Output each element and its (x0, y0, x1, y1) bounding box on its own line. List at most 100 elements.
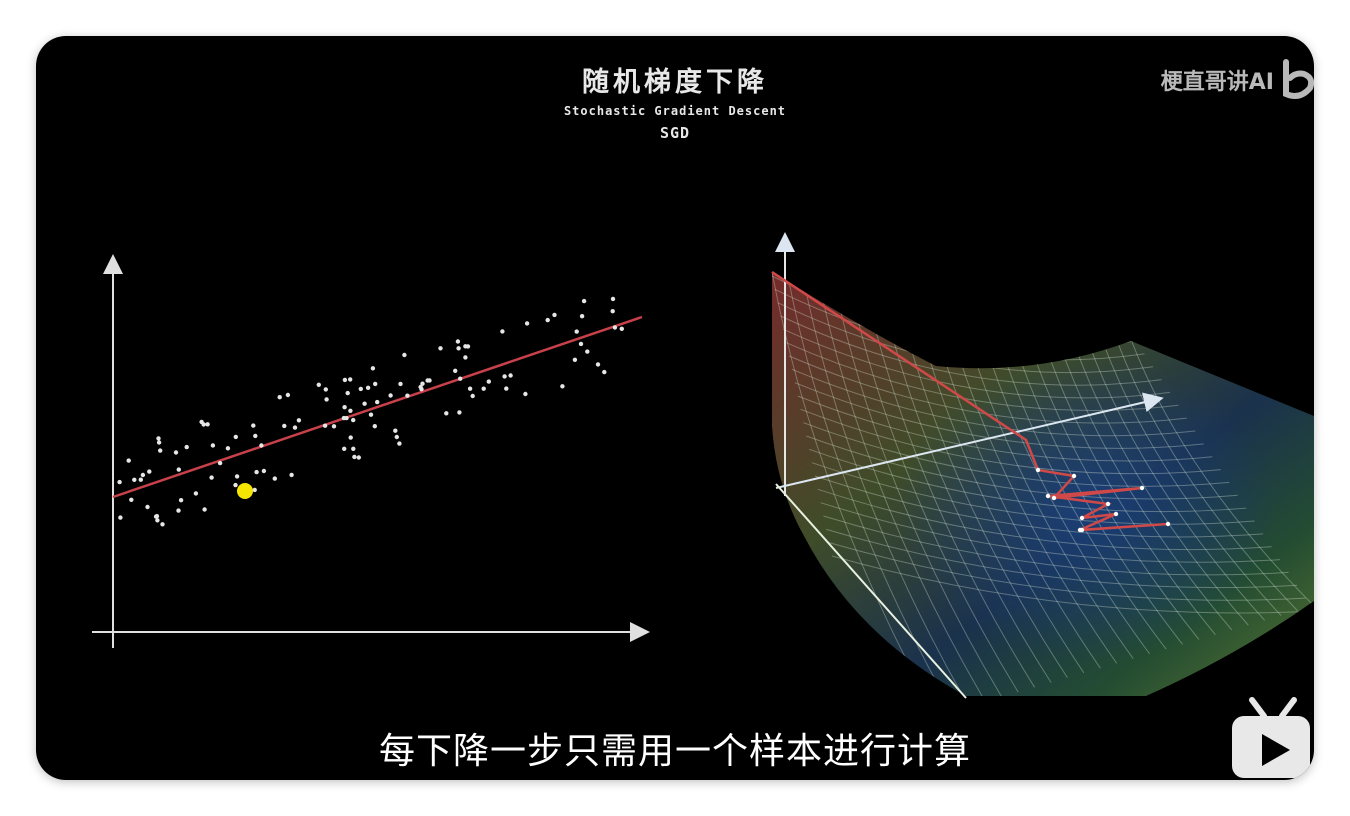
scatter-point (523, 391, 528, 397)
scatter-point (285, 392, 291, 398)
scatter-point (388, 393, 393, 398)
scatter-point (467, 386, 473, 391)
scatter-point (602, 369, 607, 375)
scatter-point (155, 518, 160, 523)
grid-line (820, 502, 1281, 563)
grid-line (1053, 326, 1233, 631)
scatter-point (324, 397, 329, 402)
grid-line (806, 435, 1238, 500)
scatter-point (372, 424, 377, 429)
grid-line (817, 488, 1272, 551)
grid-line (1131, 341, 1314, 607)
grid-line (823, 515, 1289, 576)
scatter-point (156, 440, 162, 445)
scatter-point (370, 366, 376, 371)
scatter-point (612, 325, 618, 330)
grid-line (783, 328, 1170, 399)
scatter-point (184, 444, 189, 450)
scatter-point (348, 408, 353, 413)
scatter-point (176, 508, 181, 513)
grid-line (808, 448, 1247, 513)
scatter-point (160, 522, 165, 527)
scatter-point (358, 386, 363, 392)
scatter-point (289, 472, 294, 478)
scatter-point (398, 381, 403, 387)
descent-point (1139, 485, 1145, 491)
grid-line (791, 368, 1196, 437)
grid-line (1037, 323, 1216, 636)
grid-line (818, 281, 986, 696)
scatter-point (560, 384, 565, 389)
scatter-point (373, 381, 378, 387)
scatter-point (368, 412, 374, 417)
scatter-point (438, 346, 443, 351)
scatter-point (117, 479, 122, 485)
scatter-point (579, 314, 585, 319)
scatter-point (351, 417, 356, 423)
scatter-point (202, 507, 207, 512)
scatter-point (129, 497, 134, 502)
scatter-point (233, 434, 238, 440)
grid-line (1084, 332, 1266, 621)
scatter-point (138, 477, 143, 482)
scatter-point (504, 386, 509, 391)
scatter-point (342, 446, 347, 451)
scatter-point (253, 433, 258, 439)
descent-point (1051, 495, 1057, 501)
grid-line (1068, 329, 1249, 626)
scatter-point (205, 422, 210, 427)
scatter-point (463, 355, 468, 360)
scatter-point (140, 472, 146, 478)
loss-surface-plot (771, 232, 1314, 699)
grid-line (1115, 338, 1298, 612)
scatter-point (272, 476, 277, 481)
scatter-point (193, 491, 199, 496)
scatter-point (455, 339, 461, 344)
scatter-point (500, 329, 505, 334)
grid-line (802, 277, 970, 696)
scatter-point (225, 446, 231, 451)
grid-line (800, 408, 1221, 475)
scatter-point (453, 368, 458, 373)
scatter-point (342, 377, 348, 383)
grid-line (780, 315, 1162, 386)
descent-point (1045, 493, 1051, 499)
x-axis-3d (775, 392, 1164, 489)
descent-point (1079, 515, 1085, 521)
grid-line (794, 382, 1204, 449)
scatter-point (456, 346, 461, 351)
grid-line (831, 555, 1314, 614)
scatter-point (145, 504, 150, 510)
scatter-point (610, 296, 616, 302)
scatter-point (425, 378, 430, 383)
scatter-point (153, 514, 159, 519)
scatter-point (595, 362, 601, 367)
scatter-point (323, 387, 328, 392)
scatter-point (394, 434, 399, 440)
scatter-point (619, 326, 624, 331)
scatter-point (261, 468, 267, 474)
scatter-point (316, 382, 321, 387)
bilibili-tv-icon[interactable] (1224, 694, 1314, 780)
scatter-point (375, 399, 380, 405)
scatter-point (481, 386, 486, 391)
scatter-point (296, 418, 302, 423)
scatter-point (156, 436, 161, 441)
scatter-point (252, 487, 257, 493)
highlighted-sample-point (237, 483, 253, 499)
scatter-point (574, 329, 579, 334)
scatter-point (342, 405, 347, 410)
bilibili-b-icon (1283, 59, 1314, 99)
scatter-point (178, 498, 184, 503)
scatter-point (552, 312, 557, 318)
descent-points (1035, 467, 1171, 533)
grid-line (811, 462, 1255, 525)
channel-watermark: 梗直哥讲AI (1160, 70, 1274, 95)
video-subtitle-en: Stochastic Gradient Descent (563, 104, 787, 118)
grid-line (881, 293, 1052, 683)
scatter-point (199, 419, 204, 425)
scatter-point (352, 454, 357, 460)
scatter-point (210, 443, 216, 448)
video-frame[interactable]: 随机梯度下降 Stochastic Gradient Descent SGD 梗… (36, 36, 1314, 780)
y-axis-3d (775, 483, 967, 699)
